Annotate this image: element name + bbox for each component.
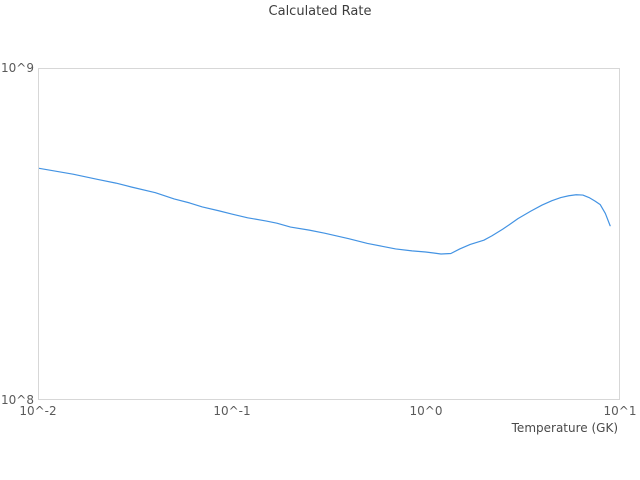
x-tick-label-1e0: 10^0 [409, 404, 443, 418]
x-axis-title: Temperature (GK) [511, 421, 618, 435]
rate-line [39, 167, 611, 255]
x-tick-label-1e-1: 10^-1 [213, 404, 251, 418]
y-tick-label-1e9: 10^9 [1, 61, 34, 75]
rate-line-svg [39, 167, 611, 255]
x-tick-label-1e1: 10^1 [603, 404, 637, 418]
plot-area [38, 68, 620, 400]
y-tick-label-1e8: 10^8 [1, 393, 34, 407]
chart-title: Calculated Rate [268, 4, 372, 19]
x-tick-label-1e-2: 10^-2 [19, 404, 57, 418]
